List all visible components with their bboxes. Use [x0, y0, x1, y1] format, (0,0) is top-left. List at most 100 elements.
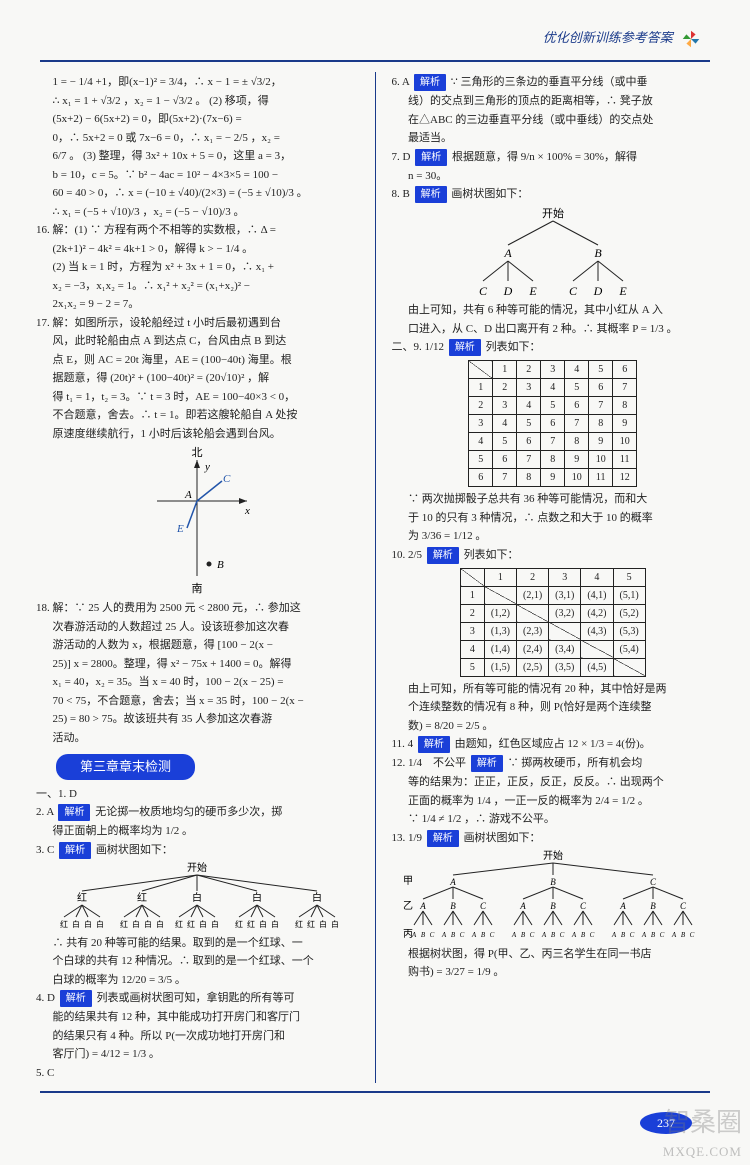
text: 个白球的共有 12 种情况。∴ 取到的是一个红球、一个 — [36, 953, 359, 970]
svg-text:C: C — [529, 931, 534, 939]
answer: 6. A 解析 ∵ 三角形的三条边的垂直平分线（或中垂 — [392, 74, 715, 91]
text: 最适当。 — [392, 130, 715, 147]
text: 个连续整数的情况有 8 种，则 P(恰好是两个连续整 — [392, 699, 715, 716]
svg-text:白: 白 — [259, 919, 267, 929]
header-title: 优化创新训练参考答案 — [543, 30, 673, 45]
analysis-label: 解析 — [471, 755, 503, 772]
text: b = 10，c = 5。∵ b² − 4ac = 10² − 4×3×5 = … — [36, 167, 359, 184]
svg-text:白: 白 — [132, 919, 140, 929]
text: (2k+1)² − 4k² = 4k+1 > 0，解得 k > − 1/4 。 — [36, 241, 359, 258]
analysis-label: 解析 — [449, 339, 481, 356]
left-column: 1 = − 1/4 +1，即(x−1)² = 3/4，∴ x − 1 = ± √… — [36, 72, 359, 1083]
analysis-label: 解析 — [427, 547, 459, 564]
page-header: 优化创新训练参考答案 — [0, 0, 750, 56]
sum-table: 1234561234567234567834567894567891056789… — [468, 360, 637, 487]
svg-text:白: 白 — [84, 919, 92, 929]
svg-text:B: B — [217, 559, 224, 571]
svg-text:开始: 开始 — [187, 861, 207, 874]
answer: 12. 1/4 不公平 解析 ∵ 掷两枚硬币，所有机会均 — [392, 755, 715, 772]
svg-text:白: 白 — [252, 891, 262, 904]
svg-text:A: A — [541, 931, 547, 939]
text: 60 = 40 > 0，∴ x = (−10 ± √40)/(2×3) = (−… — [36, 185, 359, 202]
svg-text:A: A — [641, 931, 647, 939]
svg-text:C: C — [659, 931, 664, 939]
answer-key: 3. C — [36, 844, 54, 856]
answer-key: 2. A — [36, 806, 54, 818]
svg-text:C: C — [223, 473, 231, 485]
svg-text:C: C — [489, 931, 494, 939]
text: 由上可知，所有等可能的情况有 20 种，其中恰好是两 — [392, 681, 715, 698]
analysis-label: 解析 — [58, 804, 90, 821]
tree-diagram-1: 开始 红红 白白 白 红白白白 红白白白 红红白白 红红白白 红红白白 — [42, 861, 352, 933]
text: 购书) = 3/27 = 1/9 。 — [392, 964, 715, 981]
text: 正面的概率为 1/4 ，一正一反的概率为 2/4 = 1/2 。 — [392, 793, 715, 810]
answer: 13. 1/9 解析 画树状图如下： — [392, 830, 715, 847]
text: 数) = 8/20 = 2/5 。 — [392, 718, 715, 735]
text: 活动。 — [36, 730, 359, 747]
text: ∵ 掷两枚硬币，所有机会均 — [508, 757, 643, 769]
q17: 17. 解：如图所示，设轮船经过 t 小时后最初遇到台 — [36, 315, 359, 332]
answer-key: 10. 2/5 — [392, 549, 423, 561]
text: 25) = 80 > 75。故该班共有 35 人参加这次春游 — [36, 711, 359, 728]
text: 等的结果为：正正，正反，反正，反反。∴ 出现两个 — [392, 774, 715, 791]
svg-text:C: C — [689, 931, 694, 939]
pinwheel-icon — [680, 28, 702, 50]
two-column-content: 1 = − 1/4 +1，即(x−1)² = 3/4，∴ x − 1 = ± √… — [0, 72, 750, 1083]
text: 根据树状图，得 P(甲、乙、丙三名学生在同一书店 — [392, 946, 715, 963]
answer: 8. B 解析 画树状图如下： — [392, 186, 715, 203]
svg-text:C: C — [480, 901, 487, 911]
text: 1 = − 1/4 +1，即(x−1)² = 3/4，∴ x − 1 = ± √… — [36, 74, 359, 91]
text: x₂ = −3，x₁x₂ = 1。∴ x₁² + x₂² = (x₁+x₂)² … — [36, 278, 359, 295]
svg-text:白: 白 — [312, 891, 322, 904]
svg-text:白: 白 — [199, 919, 207, 929]
text: 风，此时轮船由点 A 到达点 C，台风由点 B 到达 — [36, 333, 359, 350]
svg-text:B: B — [451, 931, 456, 939]
svg-text:D: D — [502, 284, 512, 298]
svg-text:红: 红 — [175, 919, 183, 929]
text: 游活动的人数为 x，根据题意，得 [100 − 2(x − — [36, 637, 359, 654]
svg-text:红: 红 — [187, 919, 195, 929]
text: 点 E，则 AC = 20t 海里，AE = (100−40t) 海里。根 — [36, 352, 359, 369]
text: x₁ = 40，x₂ = 35。当 x = 40 时，100 − 2(x − 2… — [36, 674, 359, 691]
svg-text:南: 南 — [192, 582, 203, 595]
svg-text:E: E — [528, 284, 537, 298]
answer-key: 8. B — [392, 188, 410, 200]
svg-text:红: 红 — [137, 891, 147, 904]
svg-text:x: x — [244, 505, 250, 517]
answer: 10. 2/5 解析 列表如下： — [392, 547, 715, 564]
svg-text:A: A — [411, 931, 417, 939]
svg-text:A: A — [449, 877, 456, 887]
svg-text:B: B — [550, 877, 556, 887]
svg-text:B: B — [450, 901, 456, 911]
answer-key: 4. D — [36, 992, 55, 1004]
svg-text:B: B — [550, 901, 556, 911]
answer: 3. C 解析 画树状图如下： — [36, 842, 359, 859]
text: 列表如下： — [464, 549, 519, 561]
text: 无论掷一枚质地均匀的硬币多少次，掷 — [95, 806, 282, 818]
north-label: 北 — [192, 446, 203, 459]
text: 据题意，得 (20t)² + (100−40t)² = (20√10)² ，解 — [36, 370, 359, 387]
svg-text:B: B — [681, 931, 686, 939]
svg-text:A: A — [471, 931, 477, 939]
text: (5x+2) − 6(5x+2) = 0，即(5x+2)·(7x−6) = — [36, 111, 359, 128]
text: 由上可知，共有 6 种等可能的情况，其中小红从 A 入 — [392, 302, 715, 319]
analysis-label: 解析 — [415, 149, 447, 166]
svg-text:B: B — [421, 931, 426, 939]
text: 由题知，红色区域应占 12 × 1/3 = 4(份)。 — [455, 738, 651, 750]
text: (2) 当 k = 1 时，方程为 x² + 3x + 1 = 0，∴ x₁ + — [36, 259, 359, 276]
svg-text:E: E — [618, 284, 627, 298]
svg-text:B: B — [481, 931, 486, 939]
answer-key: 6. A — [392, 76, 410, 88]
svg-text:白: 白 — [144, 919, 152, 929]
svg-text:B: B — [650, 901, 656, 911]
svg-text:白: 白 — [271, 919, 279, 929]
text: 口进入，从 C、D 出口离开有 2 种。∴ 其概率 P = 1/3 。 — [392, 321, 715, 338]
svg-text:C: C — [589, 931, 594, 939]
svg-text:C: C — [569, 284, 578, 298]
text: 得 t₁ = 1，t₂ = 3。∵ t = 3 时，AE = 100−40×3 … — [36, 389, 359, 406]
tree-diagram-2: 开始 A B CDE CDE — [443, 205, 663, 300]
text: 次春游活动的人数超过 25 人。设该班参加这次春 — [36, 619, 359, 636]
answer: 4. D 解析 列表或画树状图可知，拿钥匙的所有等可 — [36, 990, 359, 1007]
right-column: 6. A 解析 ∵ 三角形的三条边的垂直平分线（或中垂 线）的交点到三角形的顶点… — [392, 72, 715, 1083]
svg-text:C: C — [680, 901, 687, 911]
